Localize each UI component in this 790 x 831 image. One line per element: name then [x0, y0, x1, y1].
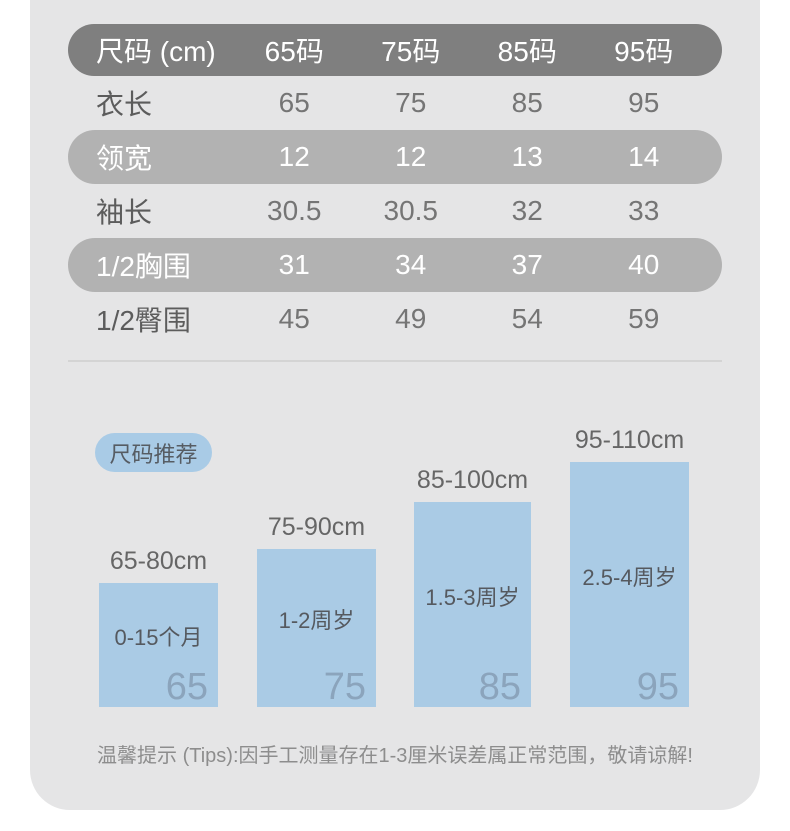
- size-column-95: 95码: [614, 36, 674, 67]
- row-label: 衣长: [96, 89, 153, 120]
- badge-label: 尺码推荐: [109, 441, 198, 467]
- row-label: 袖长: [96, 197, 153, 228]
- age-range-label: 0-15个月: [114, 625, 203, 650]
- row-value: 95: [628, 87, 660, 118]
- size-number: 95: [636, 666, 679, 708]
- section-divider: [68, 360, 722, 362]
- row-value: 32: [511, 195, 543, 226]
- size-column-85: 85码: [497, 36, 557, 67]
- row-label: 1/2臀围: [96, 305, 191, 336]
- size-number: 85: [478, 666, 521, 708]
- size-column-65: 65码: [264, 36, 324, 67]
- height-range-label: 95-110cm: [574, 426, 685, 454]
- table-row-garment-length: 衣长 65 75 85 95: [68, 76, 722, 130]
- row-value: 45: [278, 303, 310, 334]
- row-value: 40: [628, 249, 660, 280]
- row-value: 30.5: [383, 195, 439, 226]
- height-range-label: 85-100cm: [416, 466, 529, 494]
- size-recommendation-badge: 尺码推荐: [95, 433, 212, 472]
- row-value: 14: [628, 141, 660, 172]
- size-bar-95: 95-110cm 2.5-4周岁 95: [570, 426, 689, 708]
- measurement-tip: 温馨提示 (Tips):因手工测量存在1-3厘米误差属正常范围，敬请谅解!: [97, 745, 693, 767]
- table-row-half-hip: 1/2臀围 45 49 54 59: [68, 292, 722, 346]
- size-chart-card: 尺码 (cm) 65码 75码 85码 95码 衣长 65 75 85 95 领…: [30, 0, 760, 810]
- row-value: 12: [395, 141, 427, 172]
- row-value: 49: [395, 303, 427, 334]
- size-table-header-row: 尺码 (cm) 65码 75码 85码 95码: [68, 24, 722, 76]
- row-value: 65: [278, 87, 310, 118]
- row-label: 1/2胸围: [96, 251, 191, 282]
- height-range-label: 65-80cm: [109, 547, 208, 575]
- row-value: 75: [395, 87, 427, 118]
- size-number: 65: [165, 666, 208, 708]
- row-value: 12: [278, 141, 310, 172]
- size-column-75: 75码: [381, 36, 441, 67]
- size-bar-65: 65-80cm 0-15个月 65: [99, 547, 218, 708]
- table-row-sleeve-length: 袖长 30.5 30.5 32 33: [68, 184, 722, 238]
- row-value: 37: [511, 249, 543, 280]
- age-range-label: 1-2周岁: [278, 608, 355, 633]
- size-bar-85: 85-100cm 1.5-3周岁 85: [414, 466, 531, 708]
- row-value: 85: [511, 87, 543, 118]
- size-table-header-label: 尺码 (cm): [96, 36, 216, 67]
- row-value: 34: [395, 249, 427, 280]
- size-number: 75: [323, 666, 366, 708]
- row-value: 31: [278, 249, 310, 280]
- row-value: 33: [628, 195, 660, 226]
- row-label: 领宽: [96, 143, 153, 174]
- size-bar-75: 75-90cm 1-2周岁 75: [257, 513, 376, 708]
- age-range-label: 2.5-4周岁: [582, 564, 677, 590]
- table-row-half-chest: 1/2胸围 31 34 37 40: [68, 238, 722, 292]
- height-range-label: 75-90cm: [267, 513, 366, 541]
- row-value: 13: [511, 141, 543, 172]
- row-value: 30.5: [267, 195, 322, 226]
- age-range-label: 1.5-3周岁: [425, 584, 520, 610]
- table-row-neck-width: 领宽 12 12 13 14: [68, 130, 722, 184]
- row-value: 59: [628, 303, 660, 334]
- row-value: 54: [511, 303, 543, 334]
